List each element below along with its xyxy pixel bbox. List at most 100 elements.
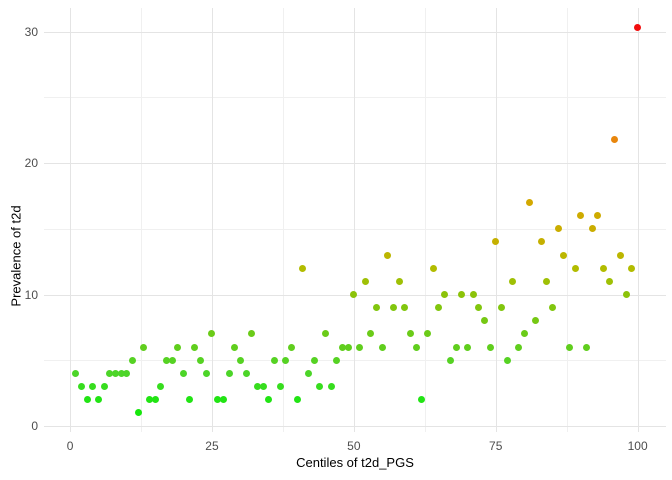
data-point [174, 343, 182, 351]
data-point [117, 369, 125, 377]
data-point [605, 277, 613, 285]
data-point [628, 264, 636, 272]
data-point [548, 304, 556, 312]
data-point [441, 291, 449, 299]
data-point [361, 277, 369, 285]
data-point [588, 225, 596, 233]
data-point [583, 343, 591, 351]
data-point [407, 330, 415, 338]
data-point [310, 356, 318, 364]
data-point [475, 304, 483, 312]
data-point [72, 369, 80, 377]
data-point [304, 369, 312, 377]
data-point [446, 356, 454, 364]
data-point [77, 383, 85, 391]
y-tick-label: 10 [24, 287, 38, 302]
gridline-y-major [44, 425, 666, 427]
gridline-x-major [70, 8, 72, 432]
data-point [265, 396, 273, 404]
data-point [129, 356, 137, 364]
x-tick-label: 75 [489, 439, 503, 453]
data-point [395, 277, 403, 285]
data-point [225, 369, 233, 377]
gridline-x-major [211, 8, 213, 432]
data-point [248, 330, 256, 338]
gridline-x-major [495, 8, 497, 432]
data-point [492, 238, 500, 246]
data-point [373, 304, 381, 312]
gridline-x-minor [566, 8, 568, 432]
data-point [94, 396, 102, 404]
data-point [458, 291, 466, 299]
data-point [219, 396, 227, 404]
data-point [339, 343, 346, 351]
data-point [214, 396, 222, 404]
data-point [463, 343, 471, 351]
x-axis-title: Centiles of t2d_PGS [296, 455, 414, 470]
data-point [378, 343, 386, 351]
data-point [168, 356, 176, 364]
data-point [89, 383, 97, 391]
x-tick-label: 100 [627, 439, 648, 453]
data-point [287, 343, 295, 351]
gridline-y-minor [44, 360, 666, 362]
gridline-y-minor [44, 97, 666, 99]
data-point [208, 330, 216, 338]
data-point [486, 343, 494, 351]
data-point [270, 356, 278, 364]
data-point [146, 396, 154, 404]
data-point [367, 330, 375, 338]
data-point [197, 356, 205, 364]
data-point [429, 264, 437, 272]
data-point [106, 369, 114, 377]
data-point [435, 304, 443, 312]
data-point [327, 383, 335, 391]
gridline-x-minor [424, 8, 426, 432]
data-point [157, 383, 165, 391]
data-point [185, 396, 193, 404]
y-axis-title: Prevalence of t2d [8, 205, 24, 307]
y-tick-label: 30 [24, 24, 38, 39]
data-point [350, 291, 358, 299]
data-point [418, 396, 426, 404]
gridline-y-major [44, 163, 666, 165]
data-point [611, 135, 619, 143]
data-point [424, 330, 432, 338]
data-point [480, 317, 488, 325]
data-point [384, 251, 392, 259]
data-point [140, 343, 148, 351]
data-point [293, 396, 301, 404]
data-point [390, 304, 398, 312]
data-point [151, 396, 159, 404]
data-point [333, 356, 341, 364]
data-point [134, 409, 142, 417]
data-point [259, 383, 267, 391]
data-point [622, 291, 630, 299]
data-point [531, 317, 539, 325]
data-point [469, 291, 477, 299]
data-point [617, 251, 625, 259]
data-point [316, 383, 324, 391]
data-point [231, 343, 239, 351]
x-tick-label: 25 [205, 439, 219, 453]
data-point [276, 383, 284, 391]
data-point [566, 343, 574, 351]
data-point [554, 225, 562, 233]
y-tick-label: 20 [24, 156, 38, 171]
data-point [560, 251, 568, 259]
data-point [112, 369, 119, 377]
gridline-y-minor [44, 228, 666, 230]
data-point [191, 343, 199, 351]
data-point [514, 343, 522, 351]
gridline-x-major [353, 8, 355, 432]
x-tick-label: 50 [347, 439, 361, 453]
data-point [571, 264, 579, 272]
data-point [497, 304, 505, 312]
data-point [520, 330, 528, 338]
data-point [634, 24, 642, 32]
data-point [356, 343, 364, 351]
data-point [401, 304, 409, 312]
data-point [600, 264, 608, 272]
data-point [100, 383, 108, 391]
